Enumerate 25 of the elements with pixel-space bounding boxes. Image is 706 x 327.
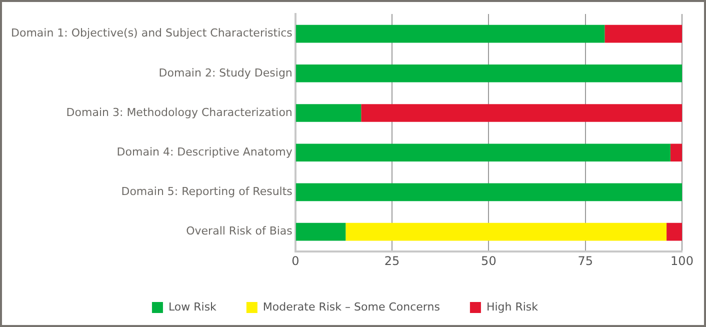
y-tick-label: Domain 4: Descriptive Anatomy [116,145,293,158]
bar [361,104,682,122]
bar [296,144,670,162]
x-tick-label: 100 [670,254,694,268]
y-tick-label: Domain 2: Study Design [158,66,292,80]
bar [296,64,682,82]
x-tick-label: 25 [384,254,400,268]
bar [670,144,682,162]
y-tick-label: Overall Risk of Bias [186,224,293,238]
bar [296,183,682,202]
x-tick-label: 0 [292,254,300,268]
y-tick-label: Domain 3: Methodology Characterization [66,106,292,119]
y-tick-label: Domain 1: Objective(s) and Subject Characteristics [10,26,293,40]
x-tick-label: 50 [481,254,496,268]
bar [296,24,605,43]
legend-label: Low Risk [168,300,218,314]
bar [346,222,667,241]
bar [666,222,682,241]
legend-label: Moderate Risk – Some Concerns [262,300,440,314]
bar [604,24,682,43]
legend-label: High Risk [486,300,539,314]
bar [296,222,346,241]
y-tick-label: Domain 5: Reporting of Results [121,185,293,198]
bar [296,104,362,122]
x-tick-label: 75 [578,254,593,268]
